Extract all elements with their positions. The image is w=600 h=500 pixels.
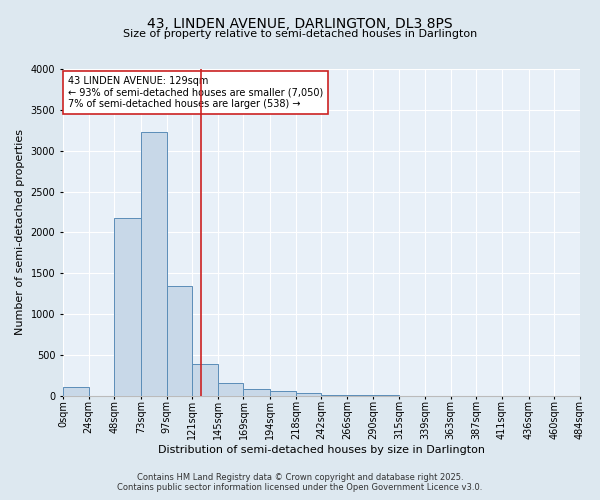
Y-axis label: Number of semi-detached properties: Number of semi-detached properties: [15, 130, 25, 336]
Bar: [114, 218, 141, 396]
Text: 43 LINDEN AVENUE: 129sqm
← 93% of semi-detached houses are smaller (7,050)
7% of: 43 LINDEN AVENUE: 129sqm ← 93% of semi-d…: [68, 76, 323, 108]
Text: 43, LINDEN AVENUE, DARLINGTON, DL3 8PS: 43, LINDEN AVENUE, DARLINGTON, DL3 8PS: [147, 18, 453, 32]
Bar: [63, 387, 89, 396]
Bar: [192, 364, 218, 396]
Bar: [167, 286, 192, 396]
X-axis label: Distribution of semi-detached houses by size in Darlington: Distribution of semi-detached houses by …: [158, 445, 485, 455]
Bar: [347, 395, 373, 396]
Bar: [296, 394, 322, 396]
Bar: [244, 388, 270, 396]
Bar: [141, 132, 167, 396]
Bar: [322, 394, 347, 396]
Bar: [270, 392, 296, 396]
Text: Size of property relative to semi-detached houses in Darlington: Size of property relative to semi-detach…: [123, 29, 477, 39]
Text: Contains HM Land Registry data © Crown copyright and database right 2025.
Contai: Contains HM Land Registry data © Crown c…: [118, 473, 482, 492]
Bar: [218, 383, 244, 396]
